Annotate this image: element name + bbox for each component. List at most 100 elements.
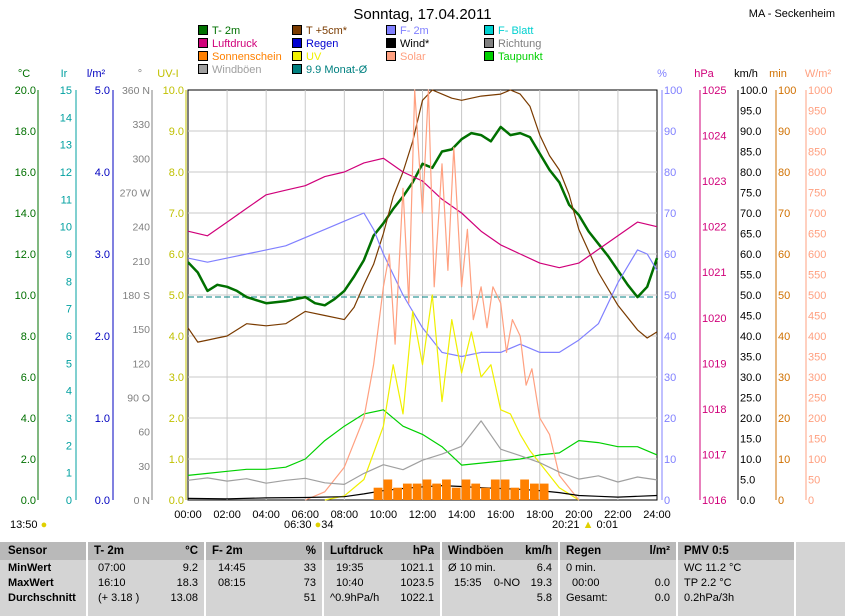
axis-tick-wind: 30.0	[740, 372, 761, 384]
axis-tick-uv: 1.0	[169, 454, 184, 466]
axis-tick-temp: 16.0	[15, 167, 36, 179]
axis-tick-dir: 180 S	[123, 290, 150, 302]
axis-tick-solar: 700	[808, 208, 826, 220]
bar-sonnenschein	[383, 479, 393, 500]
legend-label: Regen	[306, 38, 339, 50]
axis-tick-wind: 55.0	[740, 270, 761, 282]
axis-tick-rain: 4.0	[95, 167, 110, 179]
axis-tick-uv: 3.0	[169, 372, 184, 384]
axis-tick-hum: 10	[664, 454, 676, 466]
axis-tick-solar: 100	[808, 454, 826, 466]
legend-swatch	[386, 51, 396, 61]
line-uv	[324, 294, 580, 501]
axis-tick-wind: 25.0	[740, 393, 761, 405]
axis-unit-temp: °C	[18, 68, 30, 80]
axis-tick-dir: 360 N	[122, 85, 150, 97]
line-windb-en	[187, 420, 658, 485]
bar-sonnenschein	[471, 483, 481, 500]
summary-table: Sensor MinWert MaxWert Durchschnitt T- 2…	[0, 541, 845, 616]
axis-tick-rain_ir: 11	[61, 194, 72, 206]
axis-tick-solar: 400	[808, 331, 826, 343]
axis-tick-wind: 20.0	[740, 413, 761, 425]
axis-tick-dir: 0 N	[134, 495, 150, 507]
x-tick-label: 20:00	[565, 509, 593, 521]
axis-tick-wind: 50.0	[740, 290, 761, 302]
line-luftdruck	[187, 157, 658, 269]
axis-tick-sunmin: 80	[778, 167, 790, 179]
line-solar	[305, 89, 580, 501]
axis-tick-rain_ir: 14	[60, 112, 72, 124]
axis-tick-temp: 0.0	[21, 495, 36, 507]
axis-tick-press: 1022	[702, 222, 726, 234]
axis-tick-solar: 600	[808, 249, 826, 261]
legend-label: Solar	[400, 51, 426, 63]
axis-tick-solar: 200	[808, 413, 826, 425]
legend-item: Windböen	[198, 64, 262, 76]
axis-tick-rain_ir: 3	[66, 413, 72, 425]
axis-tick-wind: 40.0	[740, 331, 761, 343]
legend-swatch	[292, 64, 302, 74]
axis-tick-solar: 450	[808, 311, 826, 323]
axis-tick-temp: 2.0	[21, 454, 36, 466]
axis-tick-wind: 15.0	[740, 434, 761, 446]
bar-sonnenschein	[432, 483, 442, 500]
axis-tick-rain_ir: 13	[60, 140, 72, 152]
axis-tick-uv: 4.0	[169, 331, 184, 343]
axis-tick-temp: 18.0	[15, 126, 36, 138]
axis-tick-wind: 65.0	[740, 229, 761, 241]
axis-tick-hum: 20	[664, 413, 676, 425]
axis-tick-press: 1025	[702, 85, 726, 97]
legend-label: F- Blatt	[498, 25, 534, 37]
axis-tick-rain_ir: 12	[60, 167, 72, 179]
col-gusts: Windböen km/h Ø 10 min. 6.4 15:35 0-NO 19.3…	[442, 542, 560, 616]
axis-tick-dir: 300	[132, 153, 150, 165]
axis-tick-dir: 150	[132, 324, 150, 336]
axis-tick-wind: 0.0	[740, 495, 755, 507]
col-rain: Regen l/m² 0 min. 00:00 0.0 Gesamt: 0.0	[560, 542, 678, 616]
legend-item: Taupunkt	[484, 51, 543, 63]
bar-sonnenschein	[412, 483, 422, 500]
axis-tick-sunmin: 70	[778, 208, 790, 220]
legend-swatch	[198, 64, 208, 74]
legend-swatch	[292, 51, 302, 61]
axis-tick-temp: 10.0	[15, 290, 36, 302]
bar-sonnenschein	[539, 483, 549, 500]
legend-item: Solar	[386, 51, 426, 63]
sunset-time: 20:21 ▲ 0:01	[552, 519, 618, 531]
axis-tick-wind: 80.0	[740, 167, 761, 179]
legend-label: F- 2m	[400, 25, 429, 37]
legend-item: F- 2m	[386, 25, 429, 37]
legend-label: T- 2m	[212, 25, 241, 37]
axis-tick-rain_ir: 4	[66, 386, 72, 398]
axis-tick-hum: 90	[664, 126, 676, 138]
axis-tick-solar: 950	[808, 106, 826, 118]
legend-label: Windböen	[212, 64, 262, 76]
legend-item: Wind*	[386, 38, 429, 50]
axis-unit-sunmin: min	[769, 68, 787, 80]
x-tick-label: 08:00	[331, 509, 359, 521]
axis-tick-uv: 10.0	[163, 85, 184, 97]
axis-tick-press: 1018	[702, 404, 726, 416]
x-tick-label: 22:00	[604, 509, 632, 521]
legend-label: UV	[306, 51, 322, 63]
axis-tick-uv: 0.0	[169, 495, 184, 507]
axis-tick-rain_ir: 7	[66, 304, 72, 316]
axis-unit-wind: km/h	[734, 68, 758, 80]
legend-swatch	[386, 38, 396, 48]
x-tick-label: 10:00	[370, 509, 398, 521]
x-tick-label: 16:00	[487, 509, 515, 521]
axis-tick-hum: 80	[664, 167, 676, 179]
bar-sonnenschein	[529, 483, 539, 500]
bar-sonnenschein	[373, 487, 383, 500]
axis-tick-solar: 350	[808, 352, 826, 364]
bar-sonnenschein	[393, 487, 402, 500]
bar-sonnenschein	[442, 479, 451, 500]
axis-unit-dir: °	[138, 68, 142, 80]
axis-tick-rain: 2.0	[95, 331, 110, 343]
axis-tick-solar: 0	[808, 495, 814, 507]
axis-tick-dir: 90 O	[127, 393, 150, 405]
col-pressure: Luftdruck hPa 19:35 1021.1 10:40 1023.5 ^0.…	[324, 542, 442, 616]
col-humidity: F- 2m% 14:45 33 08:15 73 51	[206, 542, 324, 616]
axis-unit-rain_ir: Ir	[61, 68, 68, 80]
axis-tick-temp: 8.0	[21, 331, 36, 343]
